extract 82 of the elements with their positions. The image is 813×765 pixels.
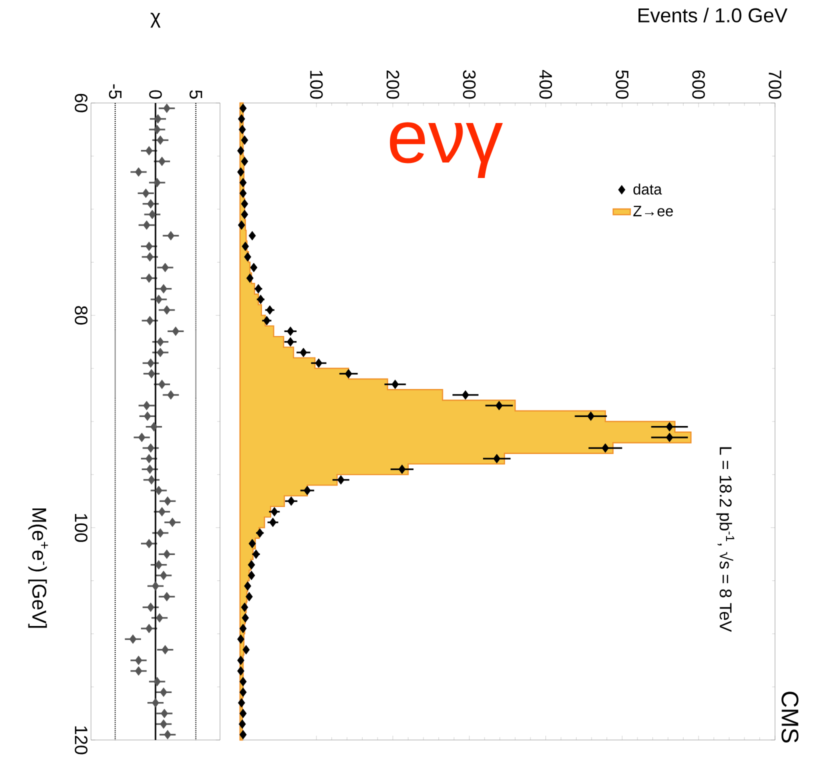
point (493, 454, 500, 464)
point (269, 518, 276, 528)
point (300, 348, 308, 358)
point (238, 124, 246, 134)
point (248, 560, 256, 570)
x-axis-title: Events / 1.0 GeV (638, 8, 788, 22)
point (238, 220, 246, 230)
point (286, 337, 294, 347)
x-tick-label: 100 (310, 70, 323, 99)
point (237, 666, 244, 676)
x-tick-label: 700 (768, 70, 782, 99)
point (239, 688, 247, 697)
y-tick-label: 100 (74, 514, 88, 542)
point (248, 538, 256, 548)
point (239, 676, 247, 686)
legend-label: Z→ee (633, 206, 673, 216)
x-tick-label: 500 (616, 70, 629, 99)
x-tick-label: 0 (149, 90, 162, 99)
point (241, 199, 248, 209)
point (398, 464, 406, 474)
annotation: L = 18.2 pb$^{-1}$, √s = 8 TeV (716, 447, 734, 632)
point (241, 135, 248, 145)
point (270, 507, 278, 516)
point (252, 550, 260, 559)
point (263, 316, 270, 326)
x-tick-label: -5 (108, 84, 122, 99)
point (237, 167, 244, 177)
x-tick-label: 400 (539, 70, 552, 99)
point (248, 570, 256, 580)
point (241, 210, 248, 220)
point (238, 114, 246, 124)
x-tick-label: 300 (462, 70, 476, 99)
point (237, 146, 244, 156)
point (602, 443, 609, 453)
point (246, 592, 253, 602)
point (257, 294, 264, 304)
point (344, 369, 352, 378)
legend-label: data (633, 184, 662, 195)
point (666, 422, 674, 432)
point (239, 104, 247, 113)
point (288, 496, 295, 506)
y-axis-title: M(e$^{+}$e$^{-}$) [GeV] (28, 508, 48, 628)
x-tick-label: 200 (386, 70, 400, 99)
point (242, 645, 250, 654)
point (315, 358, 322, 368)
point (239, 730, 247, 740)
x-tick-label: 5 (190, 90, 202, 99)
point (237, 656, 244, 666)
point (392, 380, 399, 390)
point (241, 156, 248, 166)
point (244, 252, 252, 262)
point (246, 273, 254, 283)
y-tick-label: 120 (74, 726, 88, 754)
point (244, 581, 252, 591)
point (237, 634, 244, 644)
point (256, 528, 264, 538)
y-tick-label: 80 (74, 306, 88, 325)
point (248, 231, 256, 240)
point (254, 284, 262, 294)
point (242, 613, 249, 623)
point (496, 400, 503, 410)
point (266, 305, 274, 315)
y-tick-label: 60 (74, 94, 88, 112)
point (666, 432, 674, 442)
point (337, 475, 344, 485)
text: CMS (782, 692, 798, 743)
point (238, 719, 246, 729)
point (241, 602, 248, 612)
point (238, 698, 246, 708)
x-axis-title: χ (150, 12, 160, 28)
point (242, 242, 249, 252)
point (286, 326, 294, 336)
point (239, 624, 247, 634)
point (239, 188, 247, 198)
point (462, 390, 470, 400)
point (239, 708, 247, 718)
point (304, 486, 311, 496)
annotation: eνγ (390, 122, 503, 178)
point (239, 178, 247, 188)
x-tick-label: 600 (692, 70, 705, 99)
point (587, 411, 594, 421)
point (250, 262, 258, 272)
